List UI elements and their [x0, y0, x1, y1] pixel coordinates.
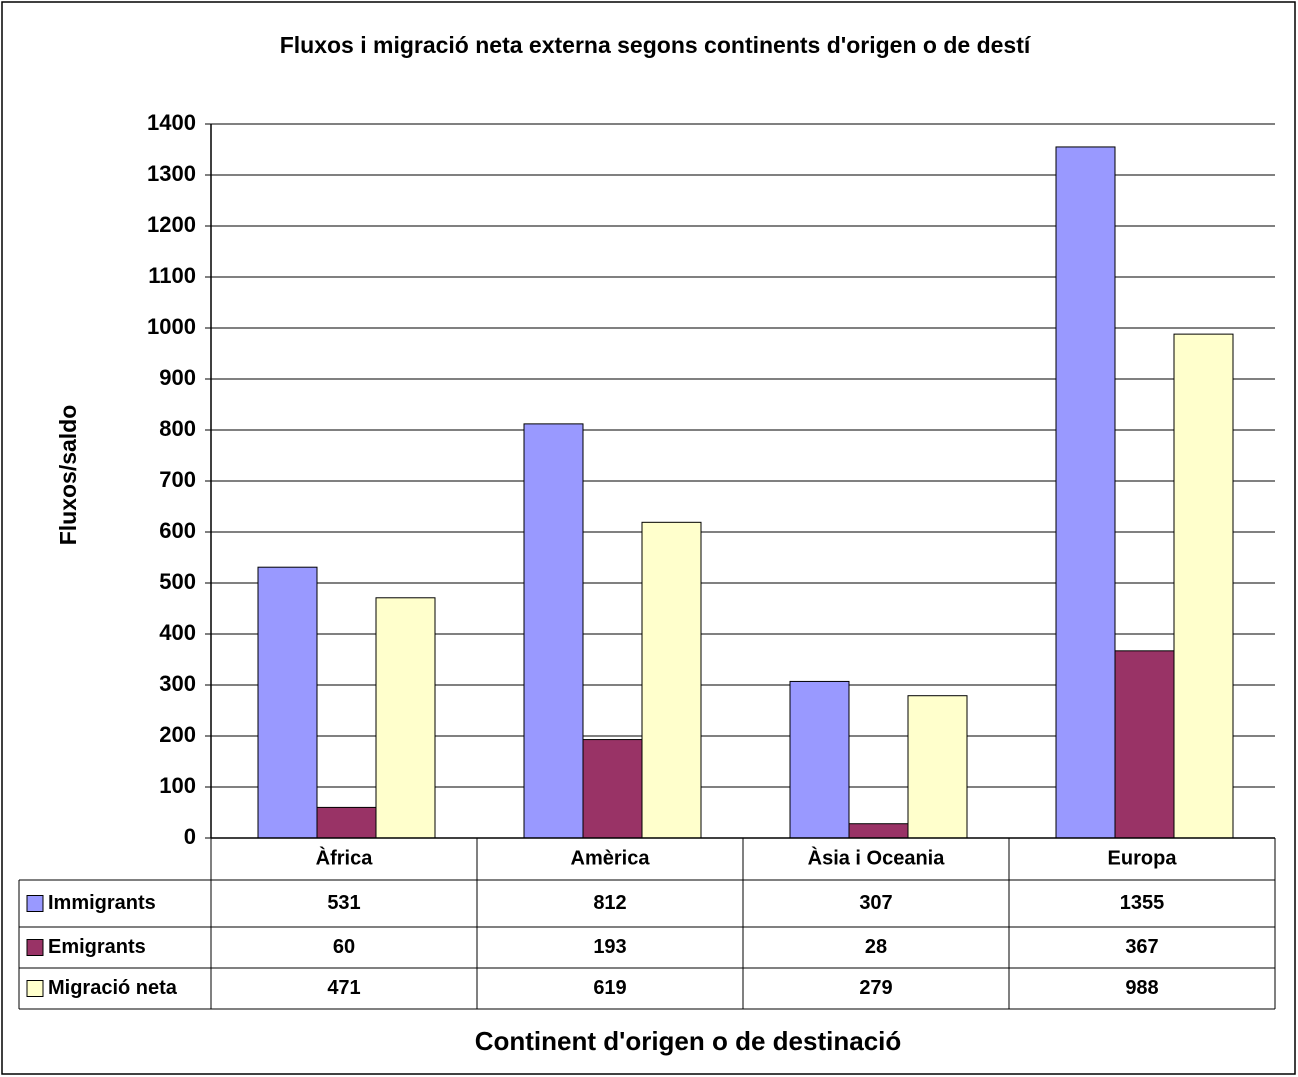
bar: [316, 806, 377, 839]
table-value: 988: [1125, 977, 1158, 999]
y-tick-label: 800: [159, 416, 196, 441]
table-value: 28: [865, 936, 887, 958]
bar: [582, 739, 643, 839]
table-value: 279: [859, 977, 892, 999]
bar: [375, 597, 436, 839]
y-tick-label: 1300: [147, 161, 196, 186]
y-tick-label: 1100: [148, 263, 196, 288]
legend-label: Migració neta: [48, 977, 178, 999]
bar: [1055, 146, 1116, 839]
table-value: 1355: [1120, 892, 1165, 914]
bar: [257, 566, 318, 839]
legend-label: Emigrants: [48, 936, 146, 958]
x-tick-label: Europa: [1108, 847, 1178, 869]
x-tick-label: Àsia i Oceania: [808, 846, 946, 869]
y-tick-label: 1000: [147, 314, 196, 339]
y-tick-label: 900: [159, 365, 196, 390]
x-tick-label: Amèrica: [571, 847, 651, 869]
y-tick-label: 1400: [147, 110, 196, 135]
table-value: 307: [859, 892, 892, 914]
y-axis-label: Fluxos/saldo: [55, 405, 81, 546]
x-axis-label: Continent d'origen o de destinació: [475, 1026, 902, 1056]
bar: [789, 680, 850, 839]
bar: [1114, 650, 1175, 839]
bar: [641, 521, 702, 839]
y-tick-label: 500: [159, 569, 196, 594]
table-value: 471: [327, 977, 360, 999]
y-tick-label: 200: [159, 722, 196, 747]
y-tick-label: 400: [159, 620, 196, 645]
legend-label: Immigrants: [48, 892, 156, 914]
y-tick-label: 1200: [147, 212, 196, 237]
bar: [1173, 333, 1234, 839]
table-value: 60: [333, 936, 355, 958]
legend-swatch: [26, 895, 44, 912]
chart-title: Fluxos i migració neta externa segons co…: [280, 32, 1032, 58]
y-tick-label: 100: [159, 773, 196, 798]
bar: [848, 823, 909, 839]
table-value: 812: [593, 892, 626, 914]
bar: [907, 695, 968, 839]
legend-swatch: [26, 939, 44, 956]
y-tick-label: 600: [159, 518, 196, 543]
y-tick-label: 0: [184, 824, 196, 849]
table-value: 531: [327, 892, 360, 914]
bar: [523, 423, 584, 839]
table-value: 367: [1125, 936, 1158, 958]
y-tick-label: 300: [159, 671, 196, 696]
table-value: 619: [593, 977, 626, 999]
x-tick-label: Àfrica: [316, 846, 374, 869]
legend-swatch: [26, 980, 44, 997]
y-tick-label: 700: [159, 467, 196, 492]
table-value: 193: [593, 936, 626, 958]
